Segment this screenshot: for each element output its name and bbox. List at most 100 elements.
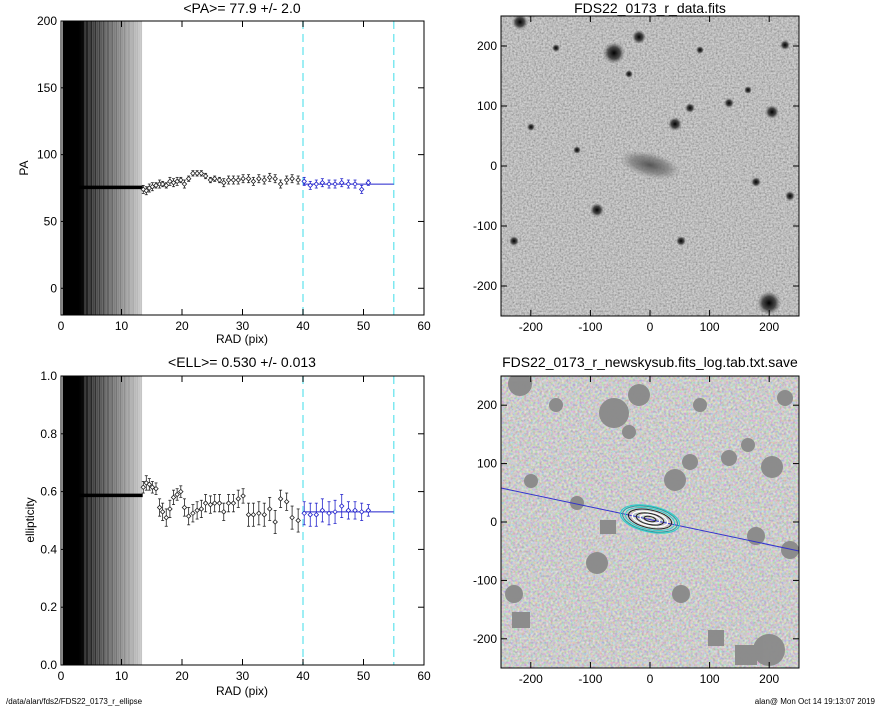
pa-data-point — [153, 182, 159, 189]
pa-data-point — [295, 177, 301, 183]
pa-data-point — [261, 177, 268, 183]
ell-dense-isophote-bars — [62, 376, 143, 665]
pa-data-point — [245, 175, 252, 182]
data-image-panel: FDS22_0173_r_data.fits — [473, 0, 800, 334]
ell-data-point — [167, 506, 173, 512]
pa-fit-range-markers — [302, 21, 395, 315]
ell-data-point — [245, 511, 252, 518]
pa-panel: <PA>= 77.9 +/- 2.0 0 10 20 30 40 50 60 0 50 100 1… — [17, 0, 431, 346]
ell-data-point — [163, 514, 170, 521]
ell-data-point — [207, 501, 214, 508]
pa-data-point — [240, 175, 246, 182]
data-image-x-tick-label: -100 — [578, 320, 602, 334]
skysub-image-x-tick-label: -100 — [578, 672, 602, 686]
pa-dense-isophote-bars — [62, 21, 143, 315]
skysub-image-x-tick-label: 0 — [647, 672, 654, 686]
pa-data-point — [345, 181, 352, 187]
ell-data-point — [365, 507, 372, 514]
pa-y-tick-label: 0 — [50, 281, 57, 295]
data-image-x-tick-label: 0 — [647, 320, 654, 334]
pa-direction-line — [501, 487, 799, 552]
pa-data-point — [185, 175, 192, 182]
pa-y-tick-label: 150 — [37, 81, 57, 95]
ell-x-tick-label: 30 — [236, 669, 250, 683]
pa-data-point — [207, 177, 214, 183]
pa-data-point — [266, 174, 273, 181]
pa-data-point — [313, 181, 320, 187]
ell-data-point — [301, 510, 307, 517]
pa-data-point — [272, 175, 278, 182]
data-image-x-tick-label: 100 — [700, 320, 720, 334]
pa-x-tick-label: 20 — [175, 319, 189, 333]
pa-data-point — [235, 177, 242, 183]
ell-fit-range-markers — [302, 376, 395, 665]
pa-data-point — [230, 177, 237, 183]
data-image-y-tick-label: 200 — [477, 39, 497, 53]
pa-data-point — [256, 175, 262, 182]
ell-data-point — [272, 519, 278, 525]
pa-x-tick-label: 40 — [296, 319, 310, 333]
pa-y-axis-label: PA — [17, 160, 31, 175]
skysub-image-y-tick-label: -200 — [473, 632, 497, 646]
skysub-image-x-tick-label: -200 — [519, 672, 543, 686]
pa-data-point — [289, 175, 295, 182]
pa-title: <PA>= 77.9 +/- 2.0 — [183, 0, 300, 16]
data-image-x-tick-label: -200 — [519, 320, 543, 334]
skysub-image-y-tick-label: 200 — [477, 398, 497, 412]
ell-data-point — [295, 517, 301, 524]
ell-x-tick-label: 50 — [357, 669, 371, 683]
isophote-contours — [619, 504, 681, 534]
ell-y-tick-label: 0.6 — [40, 485, 57, 499]
pa-data-point — [174, 178, 180, 185]
pa-data-point — [149, 183, 156, 190]
ell-data-point — [181, 504, 188, 511]
pa-y-tick-label: 200 — [37, 14, 57, 28]
pa-data-point — [143, 187, 150, 194]
pa-data-point — [198, 170, 205, 177]
footer-path: /data/alan/fds2/FDS22_0173_r_ellipse — [6, 697, 143, 706]
ell-data-point — [266, 506, 273, 512]
data-image-y-tick-label: -200 — [473, 279, 497, 293]
ell-data-point — [277, 496, 284, 502]
footer-timestamp: alan@ Mon Oct 14 19:13:07 2019 — [754, 697, 875, 706]
ell-data-point — [289, 514, 295, 521]
pa-data-point — [170, 179, 177, 186]
ell-data-point — [225, 500, 232, 506]
pa-data-point — [301, 178, 307, 185]
ell-data-point — [156, 504, 163, 511]
pa-data-point — [178, 177, 184, 183]
pa-data-point — [167, 178, 173, 185]
pa-data-point — [307, 182, 314, 189]
ell-y-tick-label: 0.0 — [40, 658, 57, 672]
ell-x-tick-label: 60 — [417, 669, 431, 683]
pa-data-point — [338, 179, 345, 186]
pa-data-point — [163, 182, 170, 189]
ell-data-point — [283, 498, 290, 505]
ell-data-point — [326, 510, 332, 517]
skysub-image-title: FDS22_0173_r_newskysub.fits_log.tab.txt.… — [502, 354, 798, 370]
ell-data-point — [174, 491, 180, 498]
ell-data-point — [220, 509, 227, 515]
ell-data-point — [159, 509, 166, 515]
skysub-image-x-tick-label: 200 — [759, 672, 779, 686]
skysub-image-panel: FDS22_0173_r_newskysub.fits_log.tab.txt.… — [473, 354, 800, 686]
pa-data-point — [159, 181, 166, 187]
ell-data-point — [190, 510, 196, 517]
pa-x-tick-label: 30 — [236, 319, 250, 333]
masked-regions — [505, 376, 799, 666]
ell-data-point — [332, 509, 338, 515]
ell-data-point — [345, 507, 352, 514]
pa-data-point — [365, 179, 372, 186]
data-image — [501, 16, 799, 316]
pa-x-axis-label: RAD (pix) — [216, 332, 268, 346]
ell-y-axis-label: ellipticity — [23, 497, 37, 542]
ell-data-point — [153, 485, 159, 492]
ell-x-tick-label: 40 — [296, 669, 310, 683]
data-image-y-tick-label: 0 — [490, 159, 497, 173]
ell-data-point — [146, 481, 153, 488]
ell-data-point — [185, 513, 192, 519]
ell-y-tick-label: 0.2 — [40, 600, 57, 614]
data-image-y-tick-label: 100 — [477, 99, 497, 113]
ell-x-tick-label: 10 — [115, 669, 129, 683]
